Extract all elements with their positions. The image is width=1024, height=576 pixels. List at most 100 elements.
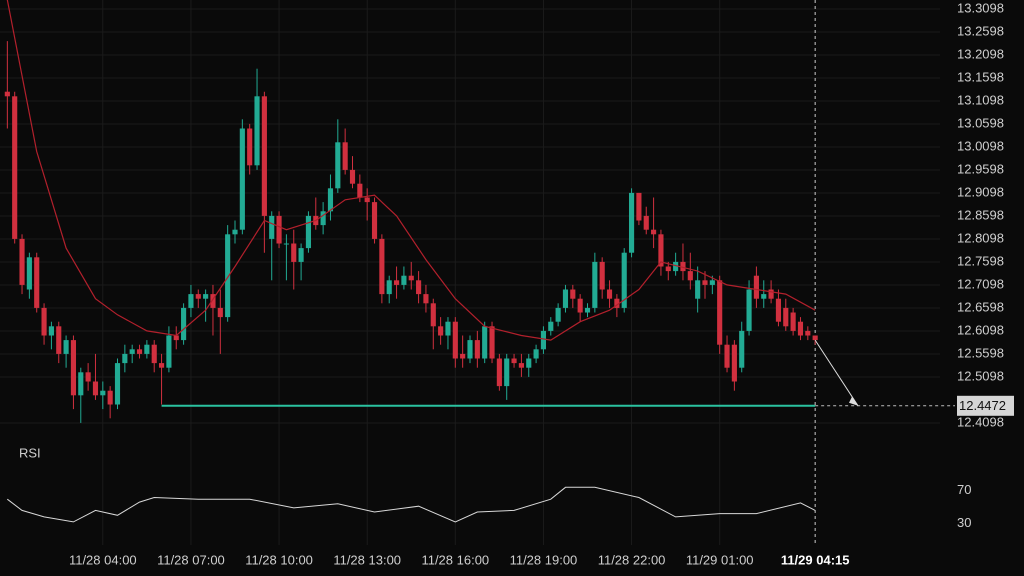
candle-body: [430, 303, 436, 327]
candle-body: [78, 372, 84, 396]
y-tick-label: 13.2098: [957, 46, 1004, 61]
x-tick-label: 11/28 04:00: [69, 552, 137, 567]
candle-body: [797, 321, 804, 336]
candle-body: [12, 96, 18, 239]
candle-body: [445, 321, 451, 336]
candle-body: [775, 298, 782, 322]
candle-body: [327, 188, 334, 212]
x-tick-label: 11/28 07:00: [157, 552, 225, 567]
candle-body: [70, 340, 77, 396]
candle-body: [85, 372, 91, 382]
y-tick-label: 12.7598: [957, 253, 1004, 268]
candle-body: [136, 349, 143, 354]
projection-arrow: [814, 339, 859, 407]
price-label: 12.4472: [959, 398, 1006, 413]
candle-body: [489, 326, 495, 359]
candle-body: [129, 349, 135, 354]
candle-body: [158, 363, 165, 368]
candle-body: [349, 169, 356, 184]
candle-body: [122, 353, 128, 364]
candle-body: [680, 261, 686, 272]
candle-body: [34, 257, 40, 308]
candle-body: [416, 280, 422, 295]
rsi-line: [6, 486, 816, 523]
x-tick-label: 11/28 19:00: [510, 552, 578, 567]
moving-average: [6, 0, 816, 341]
candle-body: [628, 192, 635, 253]
candle-body: [261, 96, 267, 216]
candle-body: [592, 261, 598, 308]
y-tick-label: 12.9598: [957, 161, 1004, 176]
candle-body: [269, 215, 275, 239]
candle-body: [717, 280, 723, 345]
candle-body: [739, 330, 745, 368]
candle-body: [746, 289, 752, 331]
candle-body: [203, 294, 209, 299]
y-tick-label: 12.7098: [957, 276, 1004, 291]
y-tick-label: 12.6098: [957, 322, 1004, 337]
y-tick-label: 12.8598: [957, 207, 1004, 222]
candle-body: [768, 289, 774, 299]
candle-body: [577, 298, 583, 313]
candle-body: [19, 238, 25, 285]
rsi-tick-label: 30: [957, 515, 971, 530]
candle-body: [291, 243, 297, 262]
y-tick-label: 12.6598: [957, 299, 1004, 314]
x-tick-label: 11/28 10:00: [245, 552, 313, 567]
candle-body: [790, 312, 796, 331]
candle-body: [636, 192, 642, 221]
y-tick-label: 13.1598: [957, 69, 1004, 84]
candle-body: [452, 321, 458, 359]
candle-body: [298, 248, 304, 262]
candle-body: [364, 197, 370, 203]
candle-body: [4, 91, 10, 97]
candle-body: [56, 326, 62, 354]
candle-body: [724, 344, 730, 368]
y-tick-label: 12.4098: [957, 414, 1004, 429]
x-tick-label: 11/29 01:00: [686, 552, 754, 567]
x-tick-label: 11/28 16:00: [421, 552, 489, 567]
candle-body: [63, 340, 69, 354]
cursor-label: 11/29 04:15: [781, 552, 850, 567]
candle-body: [232, 229, 238, 235]
candle-body: [731, 344, 737, 382]
candle-body: [100, 390, 106, 396]
candle-body: [342, 142, 348, 170]
candle-body: [357, 183, 363, 198]
candle-body: [555, 307, 561, 322]
candle-body: [92, 381, 99, 396]
candles: [4, 0, 818, 423]
candle-body: [247, 128, 253, 166]
candle-body: [335, 142, 341, 189]
candle-body: [643, 215, 649, 230]
candle-body: [144, 344, 150, 354]
candle-body: [540, 330, 547, 350]
candle-body: [438, 326, 444, 336]
candle-body: [41, 307, 47, 336]
rsi-tick-label: 70: [957, 482, 971, 497]
candle-body: [665, 266, 671, 272]
candle-body: [107, 390, 113, 405]
y-tick-label: 12.8098: [957, 230, 1004, 245]
candle-body: [166, 335, 172, 368]
candle-body: [114, 363, 121, 405]
candle-body: [504, 358, 510, 387]
y-tick-label: 13.0098: [957, 138, 1004, 153]
candle-body: [533, 349, 539, 359]
candle-body: [812, 335, 818, 341]
candle-body: [401, 275, 407, 285]
candle-body: [305, 215, 312, 249]
candle-body: [709, 280, 715, 285]
candle-body: [658, 234, 664, 267]
candle-body: [606, 289, 613, 299]
candle-body: [621, 252, 627, 308]
candle-body: [26, 257, 32, 290]
arrow-head: [849, 396, 858, 406]
candle-body: [562, 289, 569, 308]
y-tick-label: 13.1098: [957, 92, 1004, 107]
candle-body: [239, 128, 245, 230]
rsi-title: RSI: [19, 445, 41, 460]
candle-body: [687, 271, 693, 281]
candle-body: [783, 307, 789, 327]
